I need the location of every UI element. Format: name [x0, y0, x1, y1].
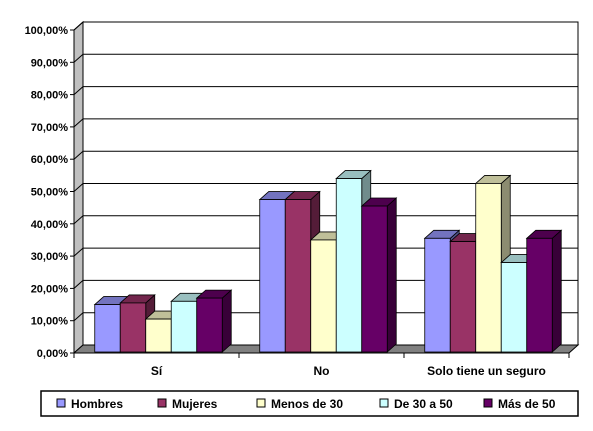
bar	[195, 289, 233, 353]
gridline-side	[73, 118, 84, 128]
y-tick-label: 20,00%	[31, 283, 69, 295]
legend-item: Menos de 30	[256, 397, 343, 411]
bar	[525, 229, 563, 353]
legend-item: Hombres	[56, 397, 123, 411]
bar-front	[310, 239, 337, 353]
legend-label: Más de 50	[498, 397, 556, 411]
bar-side	[386, 197, 397, 353]
x-category-label: Solo tiene un seguro	[427, 364, 546, 378]
gridline-side	[73, 53, 84, 63]
bar-front	[284, 199, 312, 353]
y-tick-label: 30,00%	[31, 251, 69, 263]
bar-front	[500, 262, 528, 353]
bar-front	[94, 304, 121, 353]
bar-front	[361, 205, 388, 353]
y-tick-label: 70,00%	[31, 122, 69, 134]
bar-front	[475, 183, 502, 353]
gridline-side	[73, 86, 84, 95]
gridline-side	[73, 312, 84, 322]
y-tick-label: 90,00%	[31, 57, 69, 69]
y-tick-label: 80,00%	[31, 90, 69, 102]
x-category-label: No	[314, 364, 330, 378]
legend-label: Menos de 30	[271, 397, 343, 411]
legend-item: Más de 50	[483, 397, 556, 411]
bar-side	[551, 229, 562, 353]
legend-swatch	[56, 398, 66, 408]
gridline-side	[73, 150, 84, 160]
y-tick-label: 10,00%	[31, 316, 69, 328]
legend: Hombres Mujeres Menos de 30 De 30 a 50 Más d…	[40, 390, 579, 417]
bar	[119, 294, 156, 353]
gridline-side	[73, 280, 84, 289]
legend-label: De 30 a 50	[394, 397, 453, 411]
legend-label: Mujeres	[172, 397, 218, 411]
y-tick-label: 40,00%	[31, 219, 69, 231]
legend-swatch	[483, 398, 493, 408]
bar-front	[119, 302, 147, 353]
bars	[93, 169, 563, 353]
bar-front	[424, 237, 451, 353]
gridline-side	[73, 183, 84, 192]
legend-swatch	[379, 398, 389, 408]
bar	[360, 197, 398, 353]
gridline-side	[73, 247, 84, 257]
bar-front	[335, 178, 363, 353]
gridline-side	[73, 215, 84, 225]
bar-front	[259, 199, 286, 353]
y-axis: 0,00% 10,00% 20,00% 30,00% 40,00% 50,00% 60,00…	[25, 25, 75, 360]
legend-item: De 30 a 50	[379, 397, 453, 411]
x-category-label: Sí	[151, 364, 163, 378]
legend-swatch	[157, 398, 167, 408]
y-tick-label: 50,00%	[31, 187, 69, 199]
bar-front	[170, 300, 198, 353]
bar-front	[449, 241, 477, 353]
bar-front	[196, 297, 223, 353]
y-tick-label: 60,00%	[31, 154, 69, 166]
y-tick-label: 0,00%	[37, 348, 68, 360]
bar-front	[145, 318, 172, 353]
bar-front	[526, 237, 553, 353]
legend-label: Hombres	[71, 397, 123, 411]
x-axis: Sí No Solo tiene un seguro	[73, 352, 570, 378]
legend-item: Mujeres	[157, 397, 218, 411]
gridline-side	[73, 21, 84, 31]
bar-side	[221, 289, 232, 353]
legend-swatch	[256, 398, 266, 408]
y-tick-label: 100,00%	[25, 25, 69, 37]
